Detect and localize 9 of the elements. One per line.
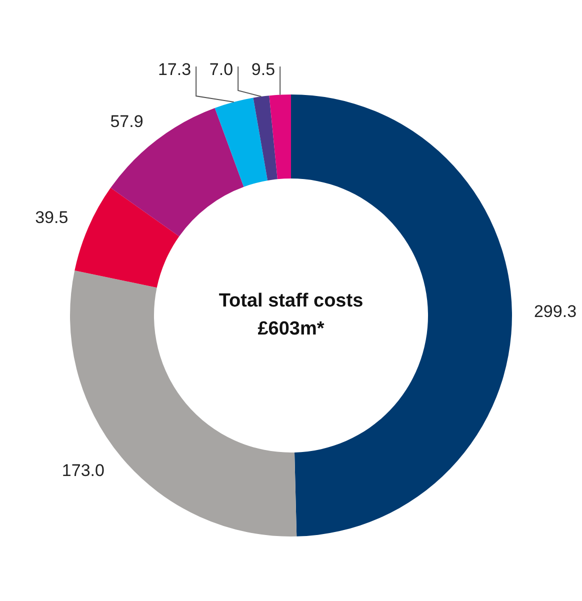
data-label: 57.9: [110, 112, 144, 132]
text: Total staff costs: [218, 290, 364, 312]
data-label: 173.0: [62, 460, 104, 480]
data-label: 17.3: [158, 60, 192, 80]
data-label: 39.5: [35, 208, 68, 228]
data-label: 9.5: [251, 60, 276, 80]
data-label: 7.0: [209, 60, 234, 80]
data-label: 299.3: [534, 302, 577, 322]
text: £603m*: [258, 318, 325, 340]
